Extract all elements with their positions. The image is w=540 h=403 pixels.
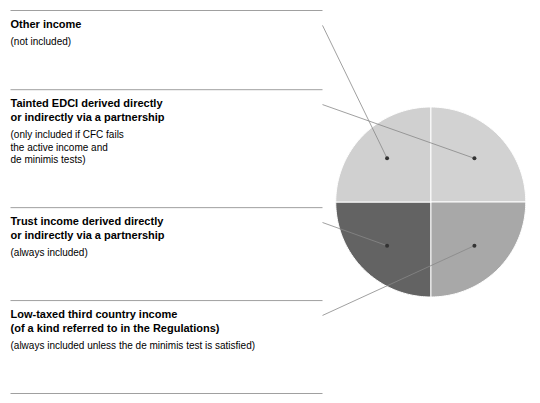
svg-text:Low-taxed third country income: Low-taxed third country income(of a kind… <box>11 308 220 334</box>
svg-text:(always included unless the de: (always included unless the de minimis t… <box>11 340 256 351</box>
svg-text:(always included): (always included) <box>11 247 88 258</box>
svg-text:Tainted EDCI derived directlyo: Tainted EDCI derived directlyor indirect… <box>11 97 165 123</box>
svg-text:Trust income derived directlyo: Trust income derived directlyor indirect… <box>11 215 165 241</box>
svg-text:Other income: Other income <box>11 18 82 30</box>
svg-text:(only included if CFC failsthe: (only included if CFC failsthe active in… <box>11 129 124 165</box>
svg-text:(not included): (not included) <box>11 36 72 47</box>
